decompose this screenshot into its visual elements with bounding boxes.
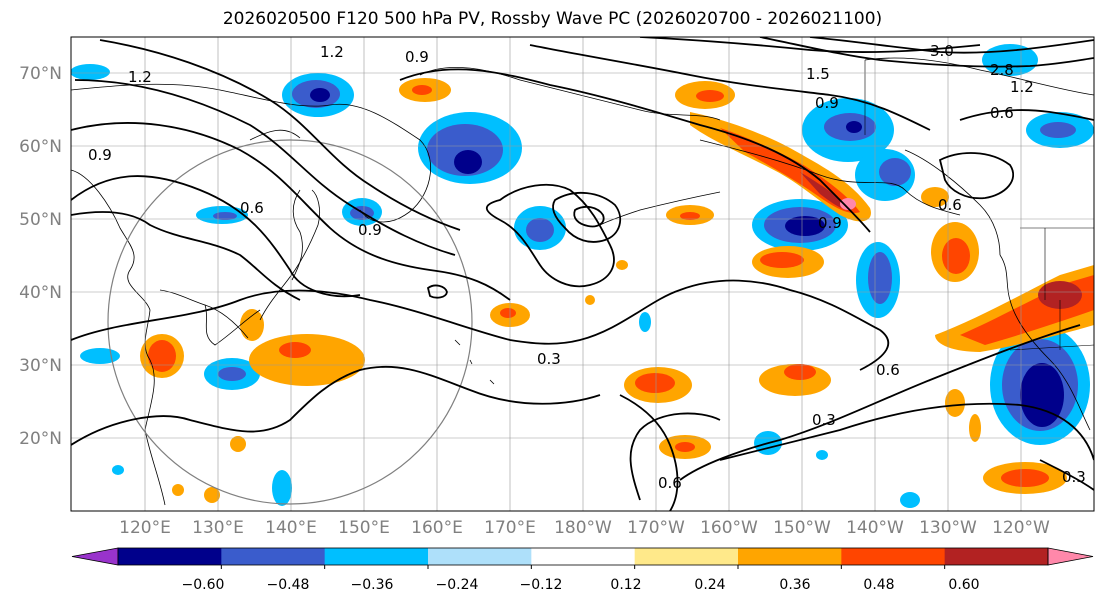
colorbar-segment	[324, 548, 429, 565]
colorbar-tick-label: 0.48	[863, 577, 894, 593]
colorbar-segment	[118, 548, 222, 565]
lat-label: 40°N	[19, 283, 62, 303]
gridlines	[71, 37, 1094, 511]
lat-label: 70°N	[19, 64, 62, 84]
lat-label: 60°N	[19, 137, 62, 157]
contour-label: 0.6	[240, 199, 264, 217]
colorbar-extend-low	[71, 547, 119, 566]
contour-label: 0.6	[876, 361, 900, 379]
colorbar-frame	[117, 547, 1049, 566]
contour-label: 0.3	[1062, 468, 1086, 486]
colorbar-tick-label: −0.36	[351, 577, 394, 593]
contour-label: 0.6	[938, 196, 962, 214]
colorbar-tick-label: 0.24	[694, 577, 725, 593]
colorbar-segment	[531, 548, 636, 565]
lon-label: 160°E	[411, 518, 463, 538]
lon-label: 150°W	[773, 518, 831, 538]
contour-label: 0.3	[537, 350, 561, 368]
contour-label: 0.9	[88, 146, 112, 164]
contour-label: 0.3	[812, 411, 836, 429]
lon-label: 120°W	[992, 518, 1050, 538]
lon-label: 140°E	[265, 518, 317, 538]
contour-label: 0.9	[358, 221, 382, 239]
colorbar-tick-label: 0.12	[610, 577, 641, 593]
colorbar-tick-labels: −0.60 −0.48 −0.36 −0.24 −0.12 0.12 0.24 …	[182, 577, 980, 593]
map-background	[71, 37, 1094, 511]
lon-label: 130°E	[192, 518, 244, 538]
colorbar-tick-label: 0.36	[779, 577, 810, 593]
latitude-labels: 70°N 60°N 50°N 40°N 30°N 20°N	[19, 64, 62, 449]
contour-label: 1.2	[128, 68, 152, 86]
contour-label: 0.9	[818, 214, 842, 232]
contour-label: 2.8	[990, 61, 1014, 79]
colorbar-tick-label: 0.60	[948, 577, 979, 593]
lon-label: 180°W	[554, 518, 612, 538]
lat-label: 50°N	[19, 210, 62, 230]
colorbar-tick-label: −0.12	[520, 577, 563, 593]
contour-label: 0.6	[658, 474, 682, 492]
lon-label: 160°W	[700, 518, 758, 538]
colorbar-segment	[944, 548, 1049, 565]
colorbar	[71, 547, 1094, 569]
lon-label: 150°E	[338, 518, 390, 538]
map-title: 2026020500 F120 500 hPa PV, Rossby Wave …	[222, 9, 883, 29]
longitude-labels: 120°E 130°E 140°E 150°E 160°E 170°E 180°…	[119, 518, 1050, 538]
lat-label: 20°N	[19, 429, 62, 449]
contour-label: 0.9	[405, 48, 429, 66]
map-frame	[70, 36, 1095, 512]
pv-contours	[71, 37, 1094, 511]
colorbar-segment	[428, 548, 532, 565]
colorbar-segment	[634, 548, 739, 565]
colorbar-segment	[221, 548, 326, 565]
borders	[864, 60, 1094, 351]
positive-anomalies	[140, 78, 1094, 503]
lon-label: 130°W	[919, 518, 977, 538]
lat-label: 30°N	[19, 356, 62, 376]
colorbar-tick-label: −0.24	[436, 577, 479, 593]
contour-label: 0.6	[990, 104, 1014, 122]
contour-label: 0.9	[815, 94, 839, 112]
colorbar-segment	[738, 548, 842, 565]
contour-label: 1.2	[1010, 78, 1034, 96]
contour-label: 1.5	[806, 65, 830, 83]
lon-label: 170°W	[627, 518, 685, 538]
reference-circle	[107, 139, 473, 505]
colorbar-extend-high	[1047, 547, 1094, 566]
contour-label: 1.2	[320, 43, 344, 61]
lon-label: 140°W	[846, 518, 904, 538]
contour-label-group: 1.2 0.9 1.2 0.9 0.6 0.9 0.3 0.6 0.3 0.6 …	[88, 42, 1086, 492]
colorbar-tick-label: −0.48	[267, 577, 310, 593]
lon-label: 120°E	[119, 518, 171, 538]
lon-label: 170°E	[484, 518, 536, 538]
contour-label: 3.0	[930, 42, 954, 60]
colorbar-segment	[841, 548, 946, 565]
colorbar-tick-label: −0.60	[182, 577, 225, 593]
anomaly-fill-layer: 1.2 0.9 1.2 0.9 0.6 0.9 0.3 0.6 0.3 0.6 …	[71, 37, 1094, 511]
